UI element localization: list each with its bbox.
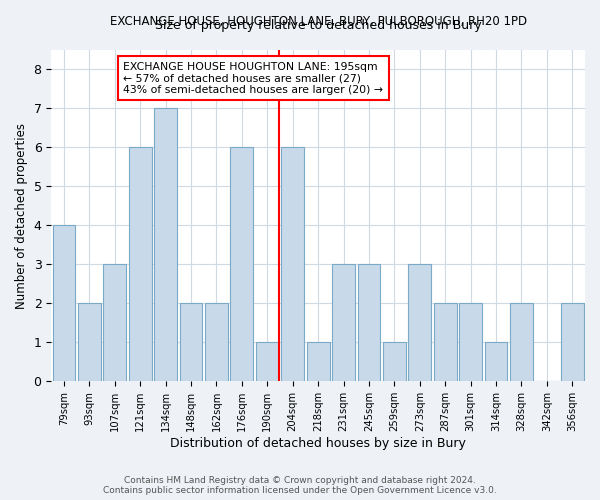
Bar [256,342,279,382]
Bar [510,304,533,382]
Bar [129,148,152,382]
Bar [409,264,431,382]
Bar [205,304,228,382]
Text: Contains HM Land Registry data © Crown copyright and database right 2024.
Contai: Contains HM Land Registry data © Crown c… [103,476,497,495]
Bar [78,304,101,382]
Bar [103,264,126,382]
X-axis label: Distribution of detached houses by size in Bury: Distribution of detached houses by size … [170,437,466,450]
Bar [332,264,355,382]
Title: EXCHANGE HOUSE, HOUGHTON LANE, BURY, PULBOROUGH, RH20 1PD: EXCHANGE HOUSE, HOUGHTON LANE, BURY, PUL… [110,15,527,28]
Bar [230,148,253,382]
Bar [358,264,380,382]
Bar [561,304,584,382]
Bar [383,342,406,382]
Bar [53,226,76,382]
Bar [179,304,202,382]
Bar [434,304,457,382]
Bar [459,304,482,382]
Bar [154,108,177,382]
Text: EXCHANGE HOUSE HOUGHTON LANE: 195sqm
← 57% of detached houses are smaller (27)
4: EXCHANGE HOUSE HOUGHTON LANE: 195sqm ← 5… [124,62,383,95]
Text: Size of property relative to detached houses in Bury: Size of property relative to detached ho… [155,19,481,32]
Bar [281,148,304,382]
Y-axis label: Number of detached properties: Number of detached properties [15,122,28,308]
Bar [307,342,329,382]
Bar [485,342,508,382]
